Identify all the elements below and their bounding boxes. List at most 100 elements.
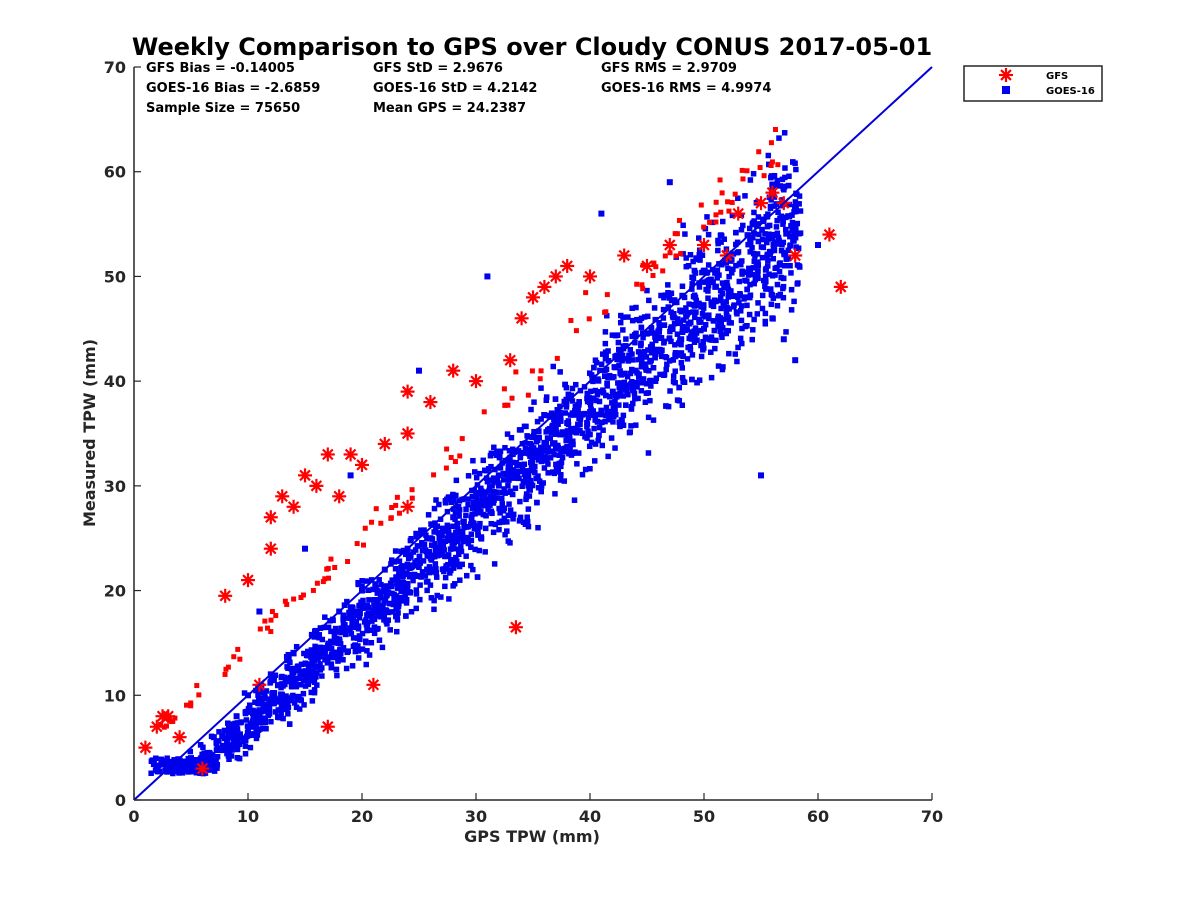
goes-cloud-point [645,347,651,353]
goes-cloud-point [770,255,777,262]
goes-cloud-point [747,268,753,275]
goes-cloud-point [407,565,413,571]
goes-cloud-point [500,507,507,514]
goes-cloud-point [719,261,725,268]
goes-cloud-point [431,542,437,549]
goes-cloud-point [719,290,725,297]
goes-cloud-point [489,495,496,502]
goes-cloud-point [553,430,560,436]
goes-point [564,420,571,427]
goes-cloud-point [747,249,753,255]
gfs-cloud-point [634,281,640,287]
goes-cloud-point [544,447,551,454]
goes-cloud-point [300,690,307,697]
goes-cloud-point [348,611,354,617]
goes-cloud-point [311,689,318,696]
goes-cloud-point [236,741,243,747]
goes-cloud-point [477,508,484,515]
goes-cloud-point [536,447,543,454]
goes-cloud-point [541,465,548,471]
goes-cloud-point [781,184,788,190]
goes-cloud-point [594,391,601,398]
goes-cloud-point [315,649,322,655]
gfs-point [583,269,597,284]
goes-cloud-point [647,397,653,404]
goes-cloud-point [417,531,423,537]
goes-cloud-point [555,421,561,428]
goes-cloud-point [517,454,523,461]
goes-cloud-point [337,647,343,653]
goes-cloud-point [497,448,504,455]
goes-cloud-point [309,698,316,704]
gfs-cloud-point [662,253,668,259]
goes-cloud-point [576,399,582,405]
goes-cloud-point [692,314,698,321]
goes-cloud-point [515,468,522,475]
goes-cloud-point [562,381,568,388]
gfs-cloud-point [713,212,719,218]
goes-cloud-point [665,304,671,310]
goes-cloud-point [574,427,580,434]
goes-cloud-point [582,410,588,417]
goes-cloud-point [297,682,304,688]
goes-cloud-point [453,529,459,536]
goes-cloud-point [179,770,186,776]
goes-cloud-point [339,646,346,653]
goes-cloud-point [331,629,338,636]
goes-cloud-point [627,370,634,377]
goes-cloud-point [493,452,500,459]
goes-cloud-point [702,322,709,328]
goes-cloud-point [179,765,186,772]
goes-cloud-point [398,588,404,595]
goes-cloud-point [395,610,401,616]
goes-cloud-point [507,540,513,546]
goes-cloud-point [484,478,491,485]
goes-point [541,440,548,447]
goes-cloud-point [644,331,650,337]
goes-cloud-point [579,430,586,436]
goes-cloud-point [452,505,459,512]
goes-cloud-point [635,395,641,402]
goes-cloud-point [461,524,467,531]
goes-cloud-point [754,251,761,257]
gfs-cloud-point [409,487,415,493]
goes-cloud-point [407,590,414,596]
one-to-one-line [133,66,933,801]
goes-cloud-point [557,413,564,420]
goes-cloud-point [510,451,516,457]
goes-cloud-point [629,317,636,324]
goes-cloud-point [575,402,581,408]
goes-cloud-point [770,295,777,301]
goes-cloud-point [588,388,594,395]
chart-title: Weekly Comparison to GPS over Cloudy CON… [132,33,932,61]
goes-cloud-point [184,767,190,774]
goes-cloud-point [431,553,438,560]
goes-cloud-point [500,471,506,477]
goes-cloud-point [344,649,351,656]
goes-cloud-point [471,525,478,532]
goes-cloud-point [602,349,609,355]
goes-cloud-point [291,680,297,686]
goes-cloud-point [718,239,724,245]
goes-cloud-point [232,720,238,727]
goes-point [746,294,753,301]
goes-cloud-point [268,718,274,725]
goes-cloud-point [617,370,623,377]
goes-cloud-point [363,639,369,646]
goes-cloud-point [454,538,460,544]
goes-point [723,304,730,311]
goes-cloud-point [635,349,642,355]
goes-cloud-point [602,418,608,425]
goes-cloud-point [683,305,689,311]
goes-cloud-point [629,378,635,385]
gfs-point [298,468,312,483]
goes-cloud-point [159,761,165,767]
goes-cloud-point [745,272,752,278]
goes-cloud-point [531,432,537,439]
goes-cloud-point [497,464,503,470]
goes-cloud-point [676,384,682,391]
gfs-point [172,730,187,745]
goes-cloud-point [295,663,302,669]
goes-cloud-point [612,353,618,360]
goes-cloud-point [600,427,606,433]
